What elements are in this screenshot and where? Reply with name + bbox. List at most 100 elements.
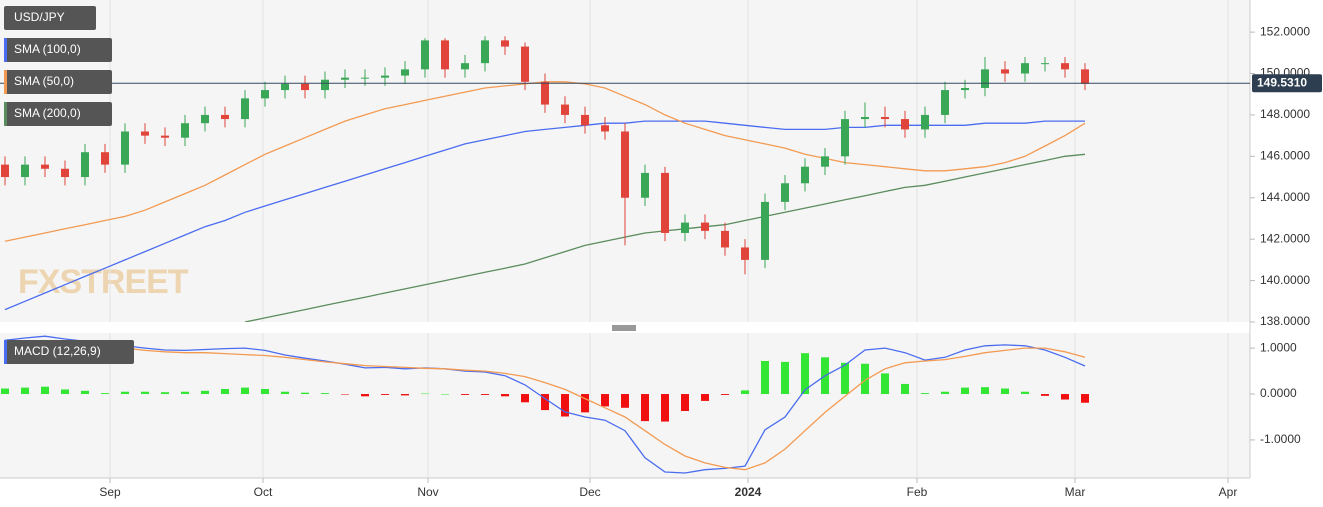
last-price-box (1252, 74, 1322, 93)
candle-body (121, 131, 129, 165)
legend: USD/JPY SMA (100,0) SMA (50,0) SMA (200,… (4, 6, 134, 364)
candle-body (601, 125, 609, 132)
histogram-bar (961, 387, 969, 395)
candle-body (561, 104, 569, 115)
histogram-bar (381, 394, 389, 395)
x-tick-label: Dec (579, 485, 600, 499)
candle-body (821, 156, 829, 167)
candle-body (901, 119, 909, 130)
y-tick-label: 0.0000 (1260, 386, 1297, 400)
candle-body (761, 201, 769, 260)
histogram-bar (941, 391, 949, 395)
candle-body (221, 114, 229, 120)
legend-box (4, 70, 112, 94)
histogram-bar (201, 390, 209, 395)
histogram-bar (1001, 388, 1009, 395)
line-series (4, 335, 1086, 474)
legend-box (4, 38, 112, 62)
histogram-bar (41, 386, 49, 395)
histogram-bar (721, 394, 729, 395)
candle-body (341, 77, 349, 80)
histogram-bar (621, 394, 629, 408)
histogram-bar (81, 390, 89, 395)
histogram-bar (541, 394, 549, 411)
histogram-bar (1041, 394, 1049, 396)
candle-body (781, 183, 789, 202)
candle-body (681, 222, 689, 233)
histogram-bar (521, 394, 529, 403)
line-series (4, 342, 1086, 471)
histogram-bar (841, 362, 849, 395)
histogram-bar (601, 394, 609, 407)
y-tick-label: 148.0000 (1260, 107, 1310, 121)
y-tick-label: 144.0000 (1260, 190, 1310, 204)
histogram-bar (341, 394, 349, 395)
histogram-bar (101, 393, 109, 395)
candle-body (1001, 69, 1009, 74)
candle-body (321, 79, 329, 91)
candle-body (541, 81, 549, 105)
x-tick-label: Oct (254, 485, 273, 499)
x-tick-label: 2024 (735, 485, 762, 499)
legend-swatch (4, 70, 7, 94)
histogram-bar (1021, 391, 1029, 395)
histogram-bar (401, 394, 409, 396)
histogram-bar (1061, 394, 1069, 400)
candle-body (861, 116, 869, 120)
candle-body (301, 83, 309, 91)
y-tick-label: -1.0000 (1260, 432, 1301, 446)
candle-body (1, 164, 9, 178)
legend-label: SMA (100,0) (14, 42, 81, 56)
histogram-bar (21, 387, 29, 395)
histogram-bar (641, 394, 649, 422)
candle-body (801, 166, 809, 184)
candle-body (61, 168, 69, 178)
histogram-bar (801, 353, 809, 395)
legend-box (4, 340, 134, 364)
y-tick-label: 142.0000 (1260, 231, 1310, 245)
panel-resize-handle[interactable] (612, 325, 636, 331)
price-plot (1, 36, 1089, 322)
candle-body (281, 83, 289, 91)
histogram-bar (461, 394, 469, 395)
candle-body (241, 98, 249, 120)
y-tick-label: 146.0000 (1260, 149, 1310, 163)
candle-body (521, 46, 529, 82)
x-tick-label: Apr (1219, 485, 1238, 499)
candle-body (501, 40, 509, 47)
legend-swatch (4, 102, 7, 126)
x-tick-label: Mar (1065, 485, 1086, 499)
legend-swatch (4, 340, 7, 364)
candle-body (381, 75, 389, 78)
histogram-bar (701, 394, 709, 401)
candle-body (741, 247, 749, 260)
y-tick-label: 138.0000 (1260, 314, 1310, 328)
candle-body (101, 152, 109, 165)
histogram-bar (741, 390, 749, 395)
candle-body (661, 172, 669, 233)
histogram-bar (261, 388, 269, 395)
histogram-bar (1, 388, 9, 395)
x-tick-label: Nov (417, 485, 438, 499)
histogram-bar (901, 383, 909, 395)
candle-body (621, 131, 629, 198)
histogram-bar (321, 393, 329, 395)
histogram-bar (181, 391, 189, 395)
y-tick-label: 140.0000 (1260, 273, 1310, 287)
histogram-bar (241, 387, 249, 395)
histogram-bar (981, 387, 989, 395)
candle-body (961, 88, 969, 91)
histogram-bar (761, 360, 769, 395)
candle-body (461, 63, 469, 70)
legend-box (4, 102, 112, 126)
histogram-bar (121, 391, 129, 395)
candle-body (81, 152, 89, 178)
candle-body (421, 40, 429, 70)
candle-body (361, 77, 369, 79)
last-price-label: 149.5310 (1257, 75, 1307, 89)
histogram-bar (421, 393, 429, 395)
histogram-bar (881, 373, 889, 395)
histogram-bar (481, 394, 489, 395)
macd-plot (1, 335, 1089, 474)
